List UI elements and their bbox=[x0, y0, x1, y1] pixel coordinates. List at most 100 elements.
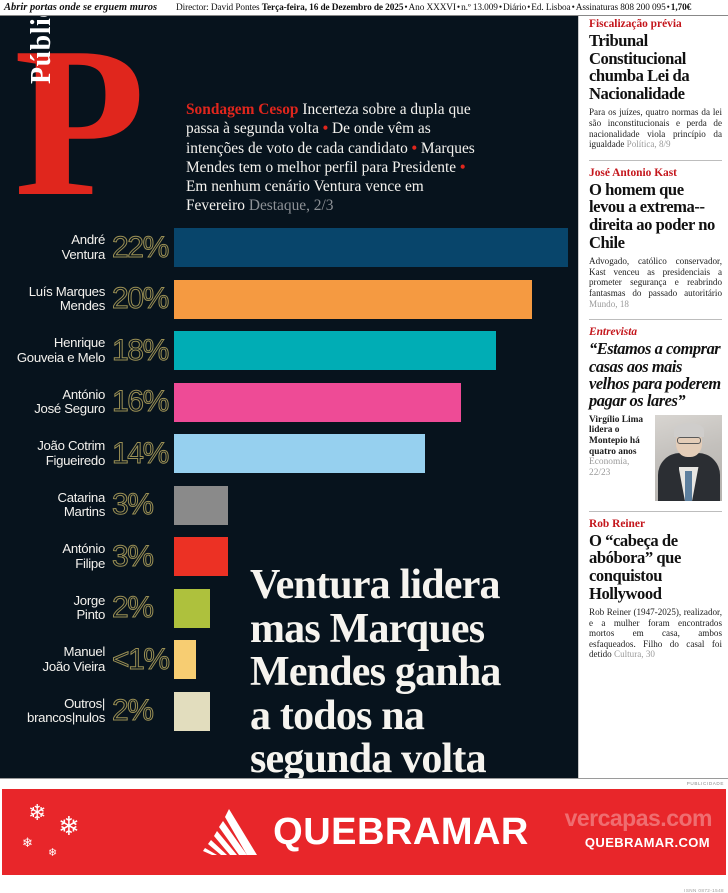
candidate-name-line-2: Ventura bbox=[61, 246, 106, 262]
candidate-name-line-1: António bbox=[62, 541, 105, 557]
poll-bar bbox=[174, 434, 425, 474]
candidate-name-line-1: André bbox=[71, 232, 105, 248]
candidate-name-line-1: Manuel bbox=[63, 644, 106, 660]
quebramar-brand-text: QUEBRAMAR bbox=[273, 810, 529, 853]
publico-logo-wordmark: Público bbox=[26, 16, 57, 84]
issn-code: ISNN 0872-1548 bbox=[684, 888, 724, 893]
masthead-date: Terça-feira, 16 de Dezembro de 2025 bbox=[261, 2, 404, 13]
poll-bar bbox=[174, 279, 533, 319]
article-section[interactable]: Política, 8/9 bbox=[626, 139, 671, 150]
poll-bar bbox=[174, 691, 210, 731]
article-headline: O “cabeça de abóbora” que conquistou Hol… bbox=[589, 530, 681, 603]
poll-bar bbox=[174, 382, 461, 422]
glasses-icon bbox=[676, 436, 701, 444]
poll-row: Manuel João Vieira <1% bbox=[0, 634, 578, 686]
candidate-name-line-1: João Cotrim bbox=[37, 438, 105, 454]
article-section[interactable]: Cultura, 30 bbox=[614, 649, 655, 660]
masthead-frequency: Diário bbox=[502, 2, 527, 13]
candidate-name: Henrique Gouveia e Melo bbox=[0, 336, 112, 365]
bar-track bbox=[174, 634, 578, 686]
bar-track bbox=[174, 274, 578, 326]
candidate-name-line-2: José Seguro bbox=[34, 401, 105, 417]
main-headline-line-4: a todos na bbox=[250, 692, 425, 739]
poll-row: Luís Marques Mendes 20% bbox=[0, 274, 578, 326]
main-story-panel: P Público Sondagem Cesop Incerteza sobre… bbox=[0, 16, 578, 778]
candidate-percentage: 20% bbox=[112, 282, 170, 316]
sidebar-article-rob-reiner[interactable]: Rob Reiner O “cabeça de abóbora” que con… bbox=[589, 518, 722, 664]
article-section[interactable]: Economia, 22/23 bbox=[589, 457, 630, 478]
sidebar-divider-3 bbox=[589, 510, 722, 512]
candidate-name-line-1: Henrique bbox=[53, 335, 105, 351]
advertisement-area: PUBLICIDADE ❄ ❄ ❄ ❄ QUEBRAMAR vercapas.c… bbox=[0, 778, 728, 893]
lead-reference[interactable]: Destaque, 2/3 bbox=[248, 197, 334, 215]
snowflake-icon: ❄ bbox=[28, 800, 47, 825]
candidate-percentage: 18% bbox=[112, 333, 170, 367]
bar-track bbox=[174, 325, 578, 377]
sidebar-article-tribunal[interactable]: Fiscalização prévia Tribunal Constitucio… bbox=[589, 18, 722, 154]
candidate-percentage: 3% bbox=[112, 488, 155, 522]
snowflake-decoration: ❄ ❄ ❄ ❄ bbox=[20, 800, 104, 863]
masthead-price: 1,70€ bbox=[670, 2, 692, 13]
candidate-name: António José Seguro bbox=[0, 386, 112, 417]
bar-track bbox=[174, 222, 578, 274]
candidate-percentage: <1% bbox=[112, 642, 171, 676]
article-headline: O homem que levou a extrema--direita ao … bbox=[589, 179, 715, 252]
portrait-hair bbox=[673, 422, 704, 437]
candidate-name: Manuel João Vieira bbox=[0, 645, 112, 674]
bar-track bbox=[174, 428, 578, 480]
candidate-percentage: 3% bbox=[112, 539, 155, 573]
masthead-slogan: Abrir portas onde se erguem muros bbox=[4, 2, 158, 13]
snowflake-icon: ❄ bbox=[48, 847, 58, 859]
article-headline: “Estamos a comprar casas aos mais velhos… bbox=[589, 339, 721, 411]
article-dek: Rob Reiner (1947-2025), realizador, e a … bbox=[589, 607, 722, 660]
article-kicker: Entrevista bbox=[589, 326, 638, 339]
poll-bar bbox=[174, 485, 228, 525]
poll-row: Jorge Pinto 2% bbox=[0, 583, 578, 635]
candidate-name: João Cotrim Figueiredo bbox=[0, 439, 112, 468]
snowflake-icon: ❄ bbox=[58, 812, 80, 841]
candidate-name-line-1: Jorge bbox=[73, 592, 106, 608]
quebramar-ad-banner[interactable]: ❄ ❄ ❄ ❄ QUEBRAMAR vercapas.com QUEBRAMAR… bbox=[2, 789, 726, 875]
bar-track bbox=[174, 480, 578, 532]
poll-bar bbox=[174, 228, 568, 268]
lead-bullet-1: • bbox=[322, 120, 329, 138]
masthead-director: Director: David Pontes bbox=[176, 2, 260, 13]
main-headline-line-5: segunda volta bbox=[250, 736, 487, 778]
snowflake-icon: ❄ bbox=[22, 835, 33, 850]
sidebar-article-kast[interactable]: José Antonio Kast O homem que levou a ex… bbox=[589, 167, 722, 313]
poll-bar bbox=[174, 588, 210, 628]
article-dek: Para os juízes, quatro normas da lei são… bbox=[589, 107, 722, 149]
masthead-bullet-6: • bbox=[666, 2, 670, 13]
candidate-name-line-1: Catarina bbox=[57, 489, 106, 505]
article-dek-text: Rob Reiner (1947-2025), realizador, e a … bbox=[589, 607, 722, 660]
lead-kicker[interactable]: Sondagem Cesop bbox=[186, 101, 299, 118]
candidate-name-line-2: Martins bbox=[63, 504, 105, 520]
masthead-strip: Abrir portas onde se erguem muros Direct… bbox=[0, 0, 728, 16]
candidate-percentage: 22% bbox=[112, 230, 170, 264]
poll-row: André Ventura 22% bbox=[0, 222, 578, 274]
sidebar-article-entrevista[interactable]: Entrevista “Estamos a comprar casas aos … bbox=[589, 326, 722, 505]
masthead-subscriptions: Assinaturas 808 200 095 bbox=[575, 2, 666, 13]
poll-bar-chart: André Ventura 22% Luís Marques Mendes 20% Henr… bbox=[0, 222, 578, 737]
candidate-name-line-2: Figueiredo bbox=[45, 452, 106, 468]
masthead-bullet-4: • bbox=[527, 2, 531, 13]
portrait-tie bbox=[685, 470, 692, 501]
candidate-name: António Filipe bbox=[0, 542, 112, 571]
article-headline: Tribunal Constitucional chumba Lei da Na… bbox=[589, 31, 690, 103]
masthead-bullet-5: • bbox=[571, 2, 575, 13]
candidate-percentage: 14% bbox=[112, 436, 170, 470]
main-headline[interactable]: Ventura lidera mas Marques Mendes ganha … bbox=[250, 563, 560, 778]
main-headline-line-2: mas Marques bbox=[250, 605, 485, 652]
candidate-name-line-1: António bbox=[62, 386, 105, 402]
sidebar-divider-2 bbox=[589, 319, 722, 321]
candidate-name-line-2: João Vieira bbox=[42, 658, 106, 674]
quebramar-url[interactable]: QUEBRAMAR.COM bbox=[584, 835, 710, 850]
article-dek-text: Advogado, católico conservador, Kast ven… bbox=[589, 256, 722, 298]
masthead-issue: n.º 13.009 bbox=[461, 2, 498, 13]
photo-caption-text: Virgílio Lima lidera o Montepio há quatr… bbox=[589, 414, 644, 457]
poll-row: António Filipe 3% bbox=[0, 531, 578, 583]
publico-logo[interactable]: P Público bbox=[14, 16, 174, 229]
lead-bullet-3: • bbox=[459, 158, 466, 176]
vercapas-watermark: vercapas.com bbox=[564, 805, 713, 831]
article-section[interactable]: Mundo, 18 bbox=[589, 298, 629, 309]
